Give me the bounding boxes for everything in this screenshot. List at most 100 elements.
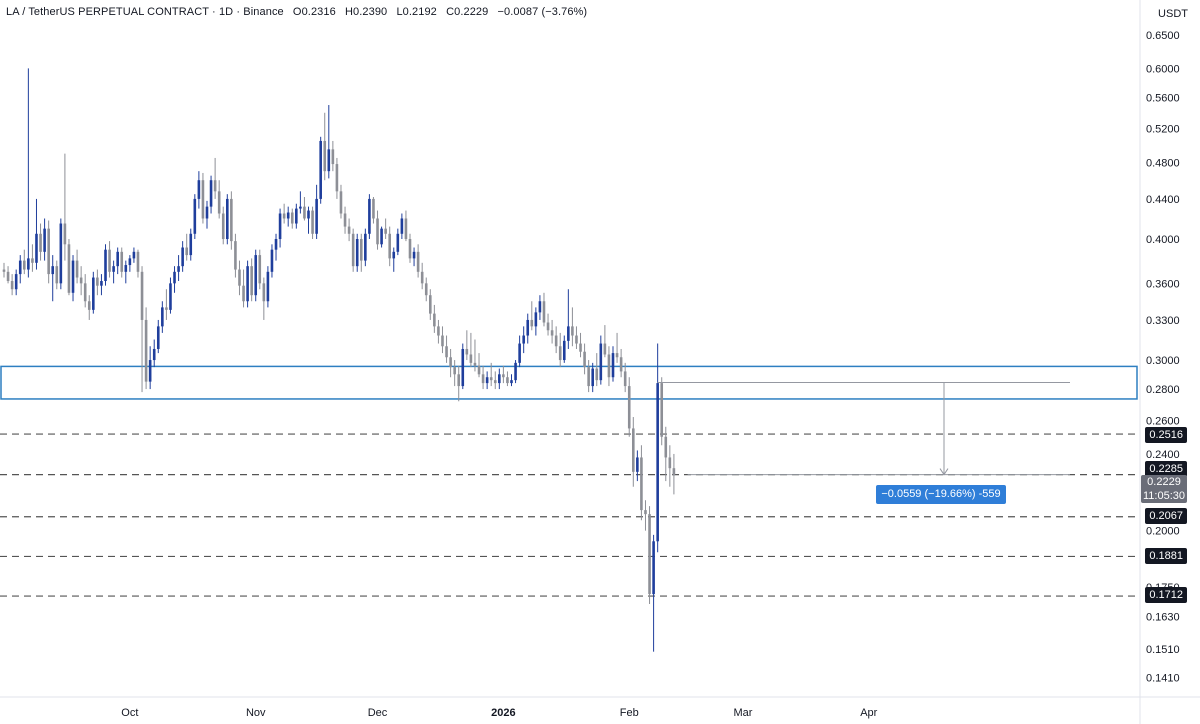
candle-body bbox=[230, 198, 233, 242]
candle-body bbox=[6, 271, 10, 282]
candle-body bbox=[449, 357, 452, 368]
close-value: C0.2229 bbox=[446, 6, 489, 18]
candle-body bbox=[347, 226, 351, 234]
candle-body bbox=[420, 271, 424, 284]
candle-body bbox=[412, 251, 416, 259]
candle-body bbox=[165, 307, 168, 310]
candle-body bbox=[262, 283, 266, 302]
candle-body bbox=[181, 247, 184, 267]
candle-body bbox=[205, 206, 209, 219]
candle-body bbox=[67, 244, 71, 293]
candle-body bbox=[221, 213, 225, 240]
candle-body bbox=[193, 198, 197, 234]
price-level-lines bbox=[0, 433, 1138, 597]
candle-body bbox=[43, 228, 46, 252]
candle-body bbox=[173, 271, 176, 284]
candle-body bbox=[213, 180, 217, 192]
candle-body bbox=[424, 283, 428, 296]
candle-body bbox=[217, 191, 221, 214]
candle-body bbox=[282, 213, 286, 219]
candle-body bbox=[319, 140, 322, 199]
candle-body bbox=[79, 277, 83, 284]
y-tick-label: 0.2600 bbox=[1146, 415, 1180, 427]
candle-body bbox=[189, 233, 193, 256]
candle-body bbox=[619, 357, 623, 372]
candle-body bbox=[571, 326, 574, 336]
candle-body bbox=[10, 281, 14, 290]
candle-body bbox=[526, 319, 530, 336]
candle-body bbox=[246, 266, 249, 302]
candle-body bbox=[351, 233, 355, 267]
candle-body bbox=[238, 269, 241, 286]
y-tick-label: 0.6500 bbox=[1146, 30, 1180, 42]
support-zone-box[interactable] bbox=[0, 365, 1138, 400]
candle-body bbox=[453, 367, 456, 375]
candle-body bbox=[124, 265, 128, 272]
candle-body bbox=[429, 295, 432, 314]
candle-body bbox=[311, 210, 314, 234]
candle-body bbox=[55, 266, 59, 284]
price-badge-level-3: 0.2067 bbox=[1145, 508, 1187, 524]
candle-body bbox=[96, 277, 99, 286]
candle-body bbox=[530, 319, 534, 327]
y-tick-label: 0.2400 bbox=[1146, 449, 1180, 461]
candle-body bbox=[59, 223, 63, 284]
candle-body bbox=[473, 362, 477, 366]
candle-body bbox=[226, 198, 229, 240]
y-tick-label: 0.1410 bbox=[1146, 673, 1180, 685]
candle-body bbox=[177, 266, 180, 272]
candle-body bbox=[518, 343, 521, 363]
candle-body bbox=[441, 335, 444, 347]
candle-body bbox=[514, 362, 517, 381]
support-zone-layer bbox=[0, 365, 1138, 400]
candle-body bbox=[583, 351, 586, 368]
candle-body bbox=[250, 266, 253, 296]
high-value: H0.2390 bbox=[344, 6, 388, 18]
candle-body bbox=[266, 271, 270, 302]
candle-body bbox=[112, 266, 115, 272]
candle-body bbox=[75, 260, 79, 278]
candle-body bbox=[567, 326, 570, 341]
candle-body bbox=[380, 228, 383, 245]
measure-label[interactable]: −0.0559 (−19.66%) -559 bbox=[876, 485, 1006, 504]
candle-body bbox=[234, 241, 237, 270]
candle-body bbox=[327, 149, 331, 172]
candle-body bbox=[534, 312, 538, 327]
candle-body bbox=[627, 386, 631, 429]
candle-body bbox=[185, 247, 188, 256]
y-tick-label: 0.1630 bbox=[1146, 612, 1180, 624]
candle-body bbox=[542, 301, 546, 323]
candle-body bbox=[562, 340, 566, 361]
candle-body bbox=[161, 307, 164, 327]
candle-body bbox=[343, 213, 347, 227]
candle-body bbox=[502, 374, 505, 378]
candle-body bbox=[510, 380, 513, 384]
candle-body bbox=[477, 365, 481, 375]
x-tick-label: Nov bbox=[246, 707, 266, 719]
candle-body bbox=[652, 541, 655, 595]
candle-body bbox=[636, 457, 639, 472]
candle-body bbox=[31, 258, 34, 263]
y-tick-label: 0.3600 bbox=[1146, 278, 1180, 290]
candle-body bbox=[2, 269, 6, 272]
y-tick-label: 0.2800 bbox=[1146, 384, 1180, 396]
y-tick-label: 0.4800 bbox=[1146, 157, 1180, 169]
candle-body bbox=[359, 239, 363, 261]
x-tick-label: Oct bbox=[121, 707, 138, 719]
candle-body bbox=[603, 343, 607, 355]
candle-body bbox=[465, 348, 469, 355]
candle-body bbox=[323, 140, 327, 172]
measure-arrow-head bbox=[939, 468, 949, 476]
price-badge-level-1: 0.2516 bbox=[1145, 427, 1187, 443]
candle-body bbox=[152, 348, 156, 361]
y-tick-label: 0.6000 bbox=[1146, 63, 1180, 75]
y-tick-label: 0.3000 bbox=[1146, 355, 1180, 367]
candle-body bbox=[433, 313, 436, 327]
candle-body bbox=[128, 258, 132, 266]
candle-body bbox=[506, 377, 509, 384]
candle-body bbox=[51, 266, 55, 275]
candle-body bbox=[607, 354, 611, 378]
measure-tool[interactable] bbox=[657, 382, 1070, 476]
